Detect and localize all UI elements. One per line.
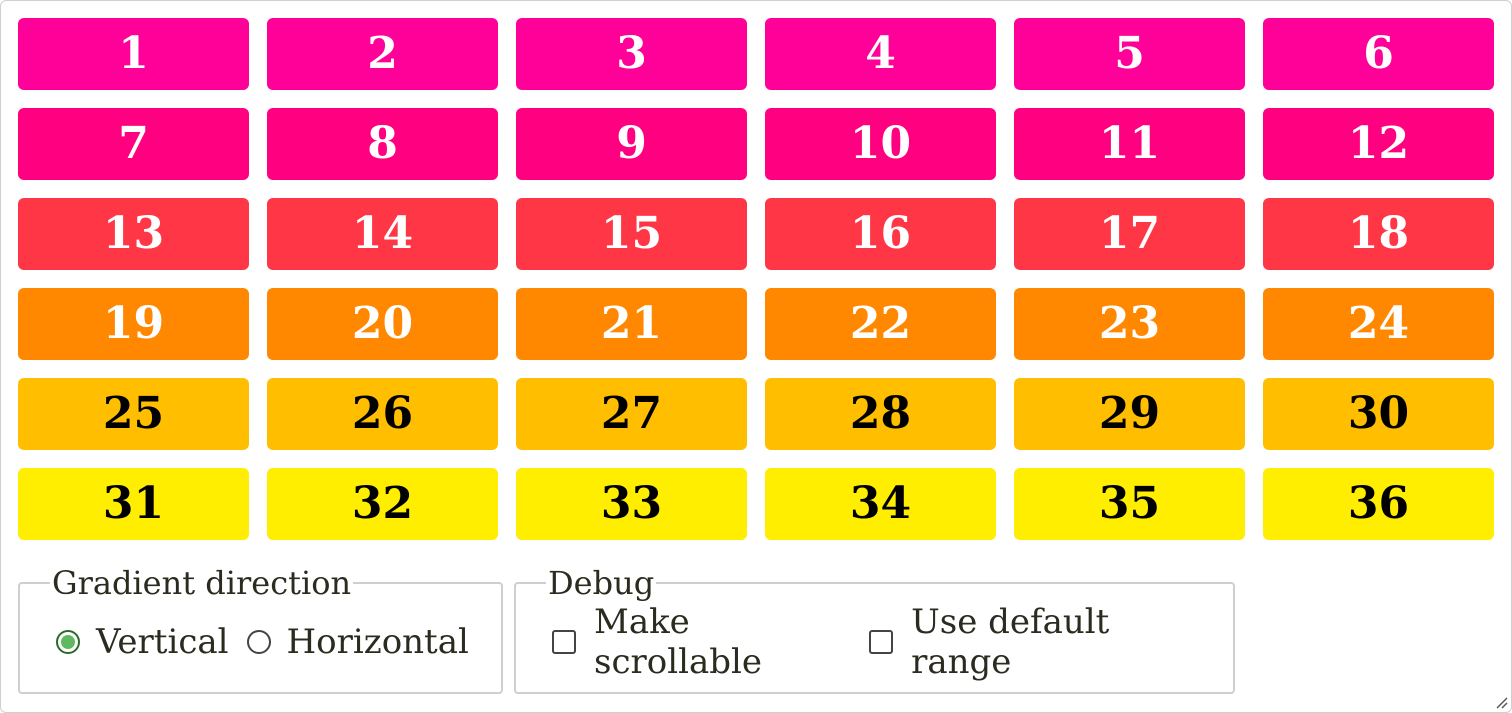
- make-scrollable-option[interactable]: Make scrollable: [552, 602, 851, 682]
- resize-grip-icon[interactable]: [1494, 695, 1508, 709]
- swatch-cell: 5: [1014, 18, 1245, 90]
- swatch-cell: 1: [18, 18, 249, 90]
- swatch-cell: 34: [765, 468, 996, 540]
- swatch-cell: 30: [1263, 378, 1494, 450]
- swatch-cell: 24: [1263, 288, 1494, 360]
- swatch-cell: 10: [765, 108, 996, 180]
- swatch-cell: 15: [516, 198, 747, 270]
- use-default-range-option[interactable]: Use default range: [869, 602, 1201, 682]
- swatch-grid: 1 2 3 4 5 6 7 8 9 10 11 12 13 14 15 16 17 18 19 20 21 22 23 24 2…: [18, 18, 1494, 540]
- gradient-direction-group: Gradient direction Vertical Horizontal: [18, 564, 503, 694]
- swatch-cell: 21: [516, 288, 747, 360]
- gradient-direction-legend: Gradient direction: [52, 564, 352, 602]
- swatch-cell: 13: [18, 198, 249, 270]
- swatch-cell: 33: [516, 468, 747, 540]
- swatch-cell: 19: [18, 288, 249, 360]
- swatch-cell: 2: [267, 18, 498, 90]
- swatch-cell: 11: [1014, 108, 1245, 180]
- swatch-cell: 4: [765, 18, 996, 90]
- swatch-cell: 3: [516, 18, 747, 90]
- swatch-cell: 29: [1014, 378, 1245, 450]
- swatch-cell: 22: [765, 288, 996, 360]
- swatch-cell: 16: [765, 198, 996, 270]
- make-scrollable-label: Make scrollable: [594, 602, 762, 682]
- horizontal-radio[interactable]: [246, 630, 271, 654]
- swatch-cell: 14: [267, 198, 498, 270]
- swatch-cell: 6: [1263, 18, 1494, 90]
- swatch-cell: 17: [1014, 198, 1245, 270]
- swatch-cell: 7: [18, 108, 249, 180]
- swatch-cell: 20: [267, 288, 498, 360]
- swatch-cell: 32: [267, 468, 498, 540]
- make-scrollable-checkbox[interactable]: [552, 630, 576, 654]
- vertical-label: Vertical: [96, 622, 229, 662]
- swatch-cell: 18: [1263, 198, 1494, 270]
- swatch-cell: 8: [267, 108, 498, 180]
- swatch-cell: 27: [516, 378, 747, 450]
- debug-legend: Debug: [548, 564, 655, 602]
- use-default-range-checkbox[interactable]: [869, 630, 894, 654]
- use-default-range-label: Use default range: [911, 602, 1110, 682]
- swatch-cell: 26: [267, 378, 498, 450]
- swatch-cell: 35: [1014, 468, 1245, 540]
- swatch-cell: 9: [516, 108, 747, 180]
- horizontal-label: Horizontal: [286, 622, 469, 662]
- swatch-cell: 31: [18, 468, 249, 540]
- swatch-cell: 28: [765, 378, 996, 450]
- horizontal-radio-option[interactable]: Horizontal: [246, 622, 469, 662]
- debug-group: Debug Make scrollable Use default range: [514, 564, 1235, 694]
- swatch-cell: 25: [18, 378, 249, 450]
- vertical-radio-option[interactable]: Vertical: [56, 622, 229, 662]
- swatch-cell: 12: [1263, 108, 1494, 180]
- swatch-cell: 36: [1263, 468, 1494, 540]
- vertical-radio[interactable]: [56, 630, 80, 654]
- swatch-cell: 23: [1014, 288, 1245, 360]
